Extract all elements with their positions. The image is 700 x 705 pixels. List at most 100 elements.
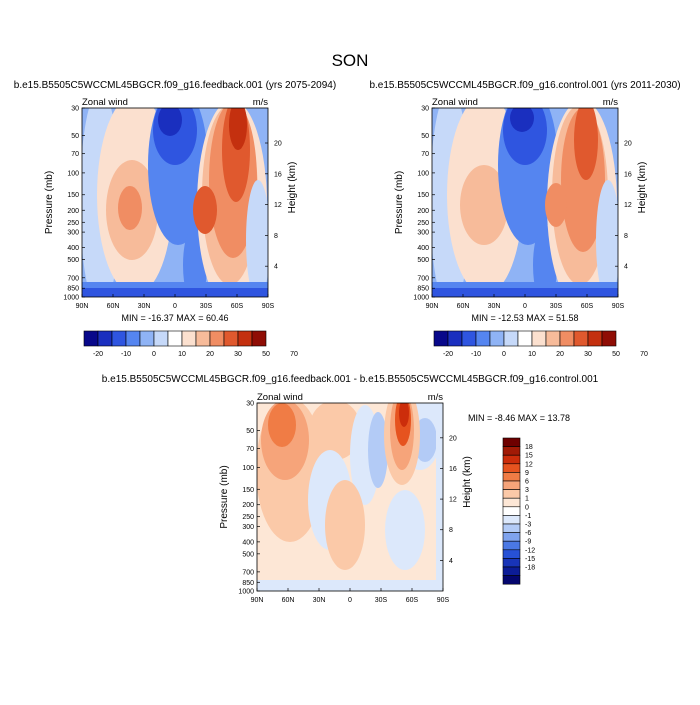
colorbar-label: 30 bbox=[234, 351, 242, 358]
height-tick-label: 8 bbox=[624, 233, 628, 240]
panel-difference-label: Zonal wind bbox=[257, 392, 303, 403]
figure-title: SON bbox=[332, 51, 369, 70]
colorbar-swatch bbox=[209, 330, 225, 347]
y-tick-label: 1000 bbox=[413, 295, 429, 302]
panel-difference-axes: 90N 60N 30N 0 30S 60S 90S 30 50 70 100 150 200 250 300… bbox=[219, 401, 473, 605]
y-tick-label: 700 bbox=[67, 275, 79, 282]
colorbar-swatch bbox=[447, 330, 463, 347]
height-tick-label: 8 bbox=[274, 233, 278, 240]
colorbar-label: -15 bbox=[525, 556, 535, 563]
colorbar-swatch bbox=[83, 330, 99, 347]
x-tick-label: 0 bbox=[173, 303, 177, 310]
colorbar-swatch bbox=[433, 330, 449, 347]
colorbar-swatch bbox=[251, 330, 267, 347]
x-tick-label: 90S bbox=[437, 597, 450, 604]
panel-control-title: b.e15.B5505C5WCCML45BGCR.f09_g16.control… bbox=[369, 80, 680, 91]
y-tick-label: 200 bbox=[242, 502, 254, 509]
y-axis-label: Pressure (mb) bbox=[44, 171, 55, 234]
colorbar-swatch bbox=[587, 330, 603, 347]
y-tick-label: 250 bbox=[242, 514, 254, 521]
colorbar-swatch bbox=[517, 330, 533, 347]
y-tick-label: 250 bbox=[417, 220, 429, 227]
x-tick-label: 90N bbox=[76, 303, 89, 310]
colorbar-label: 10 bbox=[178, 351, 186, 358]
height-tick-label: 20 bbox=[449, 435, 457, 442]
colorbar-swatch bbox=[475, 330, 491, 347]
colorbar-swatch bbox=[502, 454, 521, 465]
y-tick-label: 400 bbox=[67, 245, 79, 252]
y-tick-label: 100 bbox=[242, 465, 254, 472]
panel-control: b.e15.B5505C5WCCML45BGCR.f09_g16.control… bbox=[369, 80, 680, 358]
colorbar-label: 20 bbox=[556, 351, 564, 358]
y-tick-label: 400 bbox=[242, 539, 254, 546]
colorbar-label: -3 bbox=[525, 522, 531, 529]
colorbar-label: 50 bbox=[262, 351, 270, 358]
colorbar-swatch bbox=[502, 540, 521, 551]
y-tick-label: 70 bbox=[421, 151, 429, 158]
colorbar-label: 18 bbox=[525, 444, 533, 451]
height-tick-label: 20 bbox=[624, 141, 632, 148]
colorbar-swatch bbox=[502, 566, 521, 576]
colorbar-swatch bbox=[502, 523, 521, 533]
panel-feedback-label: Zonal wind bbox=[82, 97, 128, 108]
colorbar-label: 0 bbox=[502, 351, 506, 358]
panel-control-label: Zonal wind bbox=[432, 97, 478, 108]
colorbar-label: 30 bbox=[584, 351, 592, 358]
y-tick-label: 700 bbox=[417, 275, 429, 282]
y-tick-label: 300 bbox=[417, 230, 429, 237]
colorbar-swatch bbox=[489, 330, 505, 347]
y-tick-label: 500 bbox=[242, 551, 254, 558]
x-tick-label: 60S bbox=[581, 303, 594, 310]
colorbar-swatch bbox=[125, 330, 141, 347]
panel-difference-stats: MIN = -8.46 MAX = 13.78 bbox=[468, 413, 570, 423]
colorbar-label: 3 bbox=[525, 487, 529, 494]
panel-feedback: b.e15.B5505C5WCCML45BGCR.f09_g16.feedbac… bbox=[14, 80, 336, 358]
y-tick-label: 250 bbox=[67, 220, 79, 227]
height-axis-label: Height (km) bbox=[637, 162, 648, 214]
colorbar-label: 70 bbox=[640, 351, 648, 358]
colorbar-swatch bbox=[97, 330, 113, 347]
height-tick-label: 8 bbox=[449, 527, 453, 534]
y-tick-label: 850 bbox=[417, 286, 429, 293]
y-tick-label: 850 bbox=[67, 286, 79, 293]
x-tick-label: 90S bbox=[612, 303, 625, 310]
x-tick-label: 0 bbox=[523, 303, 527, 310]
x-tick-label: 60N bbox=[107, 303, 120, 310]
height-tick-label: 16 bbox=[274, 171, 282, 178]
panel-control-stats: MIN = -12.53 MAX = 51.58 bbox=[471, 313, 578, 323]
y-tick-label: 850 bbox=[242, 580, 254, 587]
x-tick-label: 30S bbox=[550, 303, 563, 310]
colorbar-swatch bbox=[223, 330, 239, 347]
colorbar-label: 15 bbox=[525, 453, 533, 460]
height-tick-label: 4 bbox=[624, 264, 628, 271]
height-tick-label: 4 bbox=[449, 558, 453, 565]
x-tick-label: 30S bbox=[375, 597, 388, 604]
y-tick-label: 200 bbox=[67, 208, 79, 215]
colorbar-label: 20 bbox=[206, 351, 214, 358]
y-tick-label: 70 bbox=[71, 151, 79, 158]
colorbar-label: 50 bbox=[612, 351, 620, 358]
panel-difference-units: m/s bbox=[428, 392, 444, 403]
x-tick-label: 30S bbox=[200, 303, 213, 310]
y-tick-label: 150 bbox=[417, 192, 429, 199]
height-tick-label: 16 bbox=[624, 171, 632, 178]
colorbar-swatch bbox=[502, 446, 521, 456]
y-tick-label: 500 bbox=[67, 257, 79, 264]
panel-control-colorbar: -20 -10 0 10 20 30 50 70 bbox=[433, 330, 648, 358]
panel-difference-title: b.e15.B5505C5WCCML45BGCR.f09_g16.feedbac… bbox=[102, 374, 599, 385]
y-axis-label: Pressure (mb) bbox=[394, 171, 405, 234]
panel-feedback-stats: MIN = -16.37 MAX = 60.46 bbox=[121, 313, 228, 323]
colorbar-swatch bbox=[531, 330, 547, 347]
height-axis-label: Height (km) bbox=[462, 456, 473, 508]
y-tick-label: 400 bbox=[417, 245, 429, 252]
y-tick-label: 150 bbox=[242, 487, 254, 494]
colorbar-swatch bbox=[195, 330, 211, 347]
x-tick-label: 60N bbox=[457, 303, 470, 310]
colorbar-swatch bbox=[111, 330, 127, 347]
colorbar-label: -1 bbox=[525, 513, 531, 520]
panel-control-units: m/s bbox=[603, 97, 619, 108]
x-tick-label: 30N bbox=[488, 303, 501, 310]
y-tick-label: 200 bbox=[417, 208, 429, 215]
x-tick-label: 90N bbox=[426, 303, 439, 310]
colorbar-swatch bbox=[545, 330, 561, 347]
